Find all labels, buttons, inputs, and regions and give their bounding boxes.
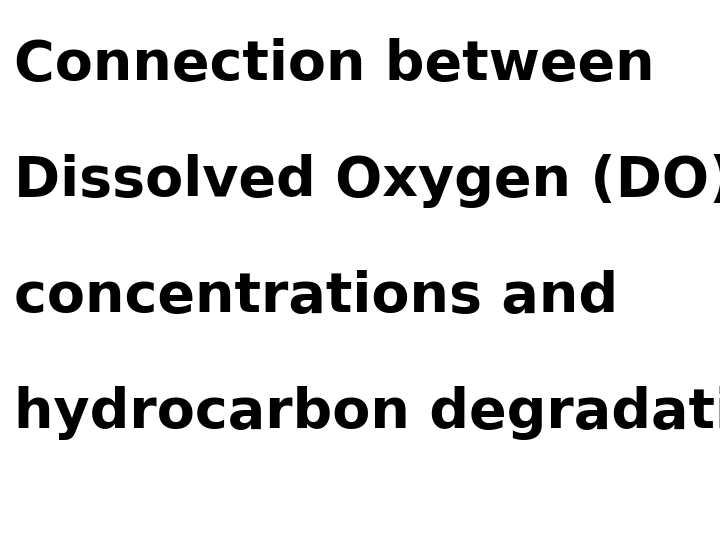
Text: Connection between: Connection between (14, 38, 655, 92)
Text: Dissolved Oxygen (DO): Dissolved Oxygen (DO) (14, 154, 720, 208)
Text: concentrations and: concentrations and (14, 270, 618, 324)
Text: hydrocarbon degradation.: hydrocarbon degradation. (14, 386, 720, 440)
